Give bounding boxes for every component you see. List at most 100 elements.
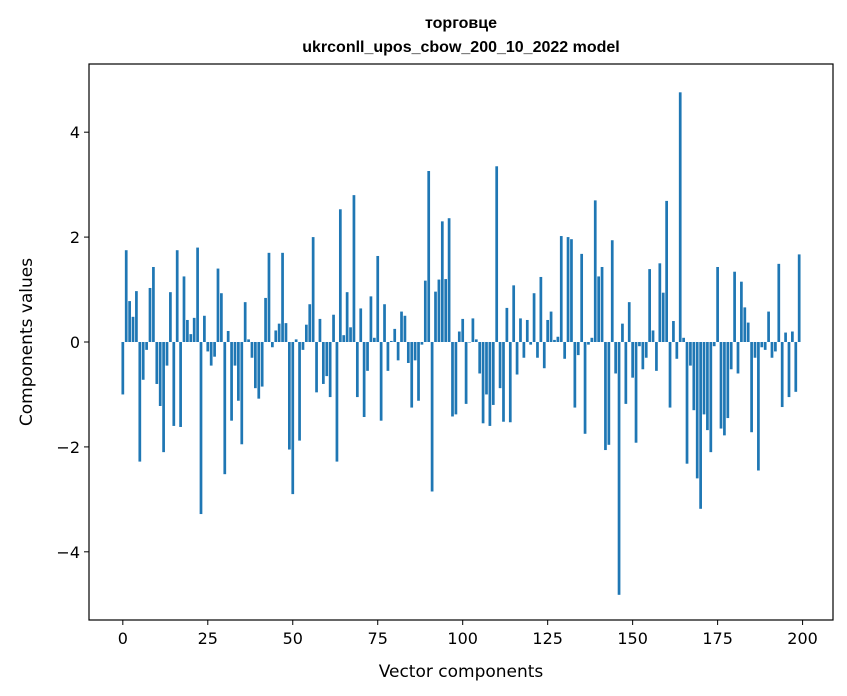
bar bbox=[780, 342, 784, 408]
bar bbox=[376, 255, 380, 342]
bar bbox=[335, 342, 339, 462]
bar bbox=[746, 322, 750, 342]
bar bbox=[491, 342, 495, 405]
bar bbox=[515, 342, 519, 375]
bar bbox=[464, 342, 468, 404]
bar bbox=[372, 337, 376, 342]
bar bbox=[420, 342, 424, 345]
bar bbox=[386, 342, 390, 371]
bar bbox=[213, 342, 216, 357]
bar bbox=[294, 339, 298, 342]
bar bbox=[410, 342, 414, 408]
bar bbox=[791, 331, 794, 342]
bar bbox=[383, 304, 386, 342]
bar bbox=[753, 342, 757, 358]
x-tick-label: 100 bbox=[447, 629, 478, 648]
bar bbox=[787, 342, 791, 398]
bar bbox=[196, 247, 199, 342]
bar bbox=[345, 292, 349, 342]
bar bbox=[702, 342, 706, 415]
bar bbox=[165, 342, 169, 366]
bar bbox=[338, 209, 342, 342]
bar bbox=[757, 342, 760, 471]
bar bbox=[145, 342, 148, 350]
bar bbox=[203, 315, 206, 342]
bar bbox=[498, 342, 502, 389]
bar bbox=[332, 314, 335, 342]
bar bbox=[471, 318, 475, 342]
bar bbox=[508, 342, 512, 423]
bar bbox=[451, 342, 454, 417]
bar bbox=[675, 342, 679, 359]
bar bbox=[284, 323, 288, 342]
bar bbox=[220, 293, 223, 342]
bar bbox=[172, 342, 176, 426]
bar bbox=[638, 342, 641, 347]
bar bbox=[573, 342, 577, 408]
bar bbox=[288, 342, 291, 450]
bar bbox=[315, 342, 318, 393]
bar bbox=[434, 291, 437, 342]
bar bbox=[665, 200, 668, 342]
bar bbox=[644, 342, 648, 358]
bar bbox=[709, 342, 713, 453]
bar bbox=[158, 342, 162, 406]
bar bbox=[243, 302, 247, 342]
bar bbox=[430, 342, 434, 492]
bar bbox=[661, 292, 665, 342]
bar bbox=[631, 342, 634, 378]
bar bbox=[736, 342, 740, 374]
bar bbox=[291, 342, 295, 495]
bar bbox=[542, 342, 546, 369]
bar bbox=[529, 342, 533, 345]
bar bbox=[124, 250, 128, 342]
bar bbox=[784, 332, 787, 342]
bar bbox=[495, 166, 499, 342]
bar bbox=[175, 250, 179, 342]
bar bbox=[549, 311, 553, 342]
bar bbox=[743, 307, 747, 342]
bar bbox=[559, 236, 563, 342]
bar bbox=[525, 319, 529, 342]
bar bbox=[274, 330, 278, 342]
bar bbox=[750, 342, 753, 433]
bar bbox=[155, 342, 159, 384]
y-tick-label: −2 bbox=[56, 438, 80, 457]
bar bbox=[570, 239, 573, 342]
bar bbox=[138, 342, 142, 462]
chart-title: торговце bbox=[425, 15, 497, 32]
bar bbox=[512, 285, 516, 342]
bar bbox=[522, 342, 526, 358]
bar bbox=[233, 342, 237, 366]
bar bbox=[250, 342, 254, 358]
bar bbox=[614, 342, 618, 374]
bar bbox=[699, 342, 702, 509]
bar bbox=[267, 252, 271, 342]
plot-frame bbox=[88, 63, 834, 621]
bar bbox=[162, 342, 165, 453]
bar bbox=[461, 318, 465, 342]
bar bbox=[767, 311, 770, 342]
x-axis-ticks: 0 25 50 75 100 125 150 175 200 bbox=[118, 620, 818, 648]
bar bbox=[610, 240, 614, 342]
bar bbox=[651, 330, 655, 342]
x-tick-label: 75 bbox=[368, 629, 388, 648]
bar bbox=[413, 342, 417, 361]
x-tick-label: 50 bbox=[283, 629, 303, 648]
bar bbox=[349, 327, 352, 342]
bar bbox=[770, 342, 774, 358]
bar bbox=[536, 342, 539, 358]
bar bbox=[519, 318, 522, 342]
bar bbox=[706, 342, 709, 431]
x-axis-label: Vector components bbox=[379, 662, 544, 682]
bar bbox=[777, 263, 781, 342]
bar bbox=[325, 342, 329, 377]
y-tick-label: 0 bbox=[70, 333, 80, 352]
bar bbox=[121, 342, 125, 395]
bar bbox=[366, 342, 369, 371]
bar bbox=[553, 339, 556, 342]
bar bbox=[128, 301, 131, 342]
bar bbox=[148, 287, 152, 342]
bar bbox=[723, 342, 726, 436]
